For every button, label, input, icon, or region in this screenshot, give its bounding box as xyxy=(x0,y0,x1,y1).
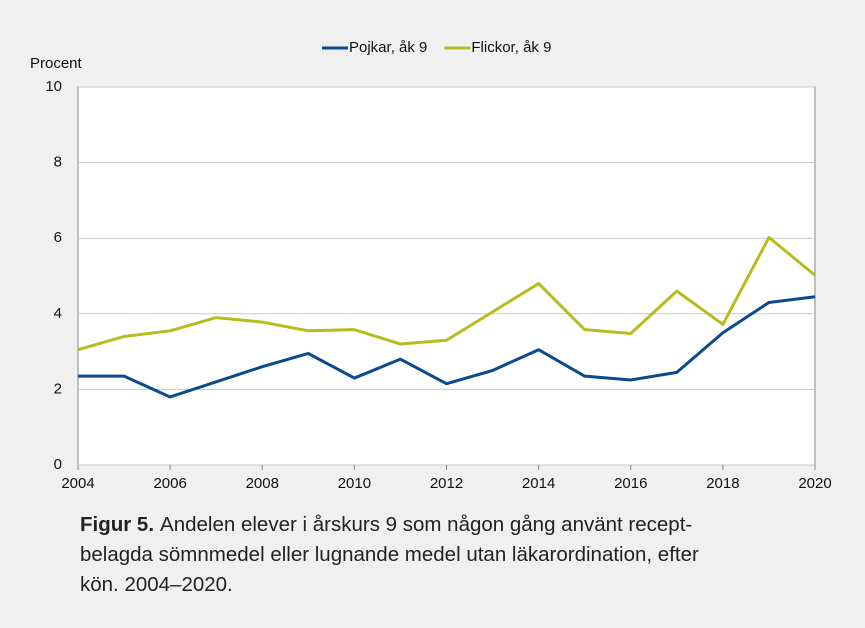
chart: Procent 0 2 4 6 8 10 2004 2006 2008 2010 2012 2014 2… xyxy=(30,39,832,492)
y-tick-label: 0 xyxy=(54,456,62,473)
x-tick-label: 2020 xyxy=(798,475,831,492)
series-line xyxy=(78,295,816,399)
legend-label: Pojkar, åk 9 xyxy=(349,39,427,56)
y-tick-label: 2 xyxy=(54,380,62,397)
x-tick-label: 2018 xyxy=(706,475,739,492)
y-tick-label: 6 xyxy=(54,229,62,246)
caption-line: belagda sömnmedel eller lugnande medel u… xyxy=(80,543,699,566)
y-tick-label: 8 xyxy=(54,154,62,171)
caption-label: Figur 5. xyxy=(80,513,155,536)
caption-line: kön. 2004–2020. xyxy=(80,573,233,596)
y-axis-label: Procent xyxy=(30,55,83,72)
x-tick-label: 2016 xyxy=(614,475,647,492)
y-tick-label: 10 xyxy=(45,78,62,95)
series-line xyxy=(77,235,816,352)
x-tick-label: 2008 xyxy=(246,475,279,492)
x-tick-label: 2012 xyxy=(430,475,463,492)
caption-line: Andelen elever i årskurs 9 som någon gån… xyxy=(160,513,693,536)
y-tick-label: 4 xyxy=(54,305,62,322)
x-tick-label: 2010 xyxy=(338,475,371,492)
caption: Figur 5. Andelen elever i årskurs 9 som n… xyxy=(80,510,840,600)
legend-label: Flickor, åk 9 xyxy=(471,39,551,56)
x-tick-label: 2006 xyxy=(153,475,186,492)
x-tick-label: 2014 xyxy=(522,475,555,492)
x-tick-label: 2004 xyxy=(61,475,94,492)
plot-area xyxy=(77,86,816,466)
